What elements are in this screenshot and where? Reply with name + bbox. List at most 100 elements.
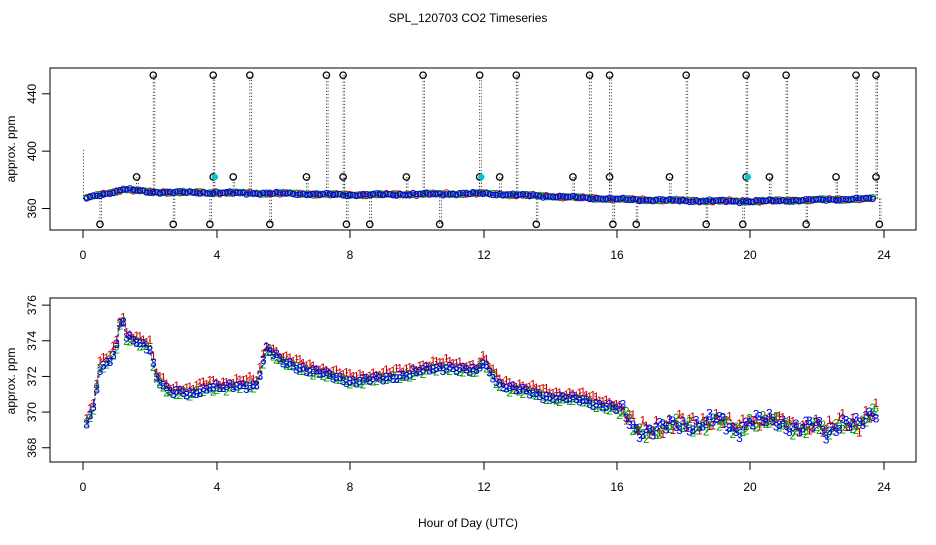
baseline-point-series-3 [223,188,230,196]
series-1-marker: 1 [580,385,587,399]
series-1-marker: 1 [616,398,623,412]
series-1-marker: 1 [320,361,327,375]
baseline-point-series-3 [792,196,800,204]
series-1-marker: 1 [866,411,873,425]
series-1-line [86,316,877,436]
series-2-marker: 2 [133,334,140,348]
series-3-marker: 3 [593,397,600,411]
series-1-marker: 1 [786,413,793,427]
series-2-marker: 2 [640,427,647,441]
series-3-marker: 3 [340,374,347,388]
outlier-marker-high [149,71,158,80]
series-1-marker: 1 [536,383,543,397]
baseline-point-series-3 [266,190,273,197]
series-3-marker: 3 [829,420,836,434]
baseline-point-series-3 [183,189,190,197]
series-2-marker: 2 [453,363,460,377]
series-1-marker: 1 [273,345,280,359]
series-2-marker: 2 [500,380,507,394]
series-1-marker: 1 [776,409,783,423]
series-3-marker: 3 [313,363,320,377]
series-1-marker: 1 [753,413,760,427]
series-1-marker: 1 [350,370,357,384]
series-1-marker: 1 [300,356,307,370]
series-3-marker: 3 [843,413,850,427]
baseline-point-series-3 [449,190,457,198]
series-2-marker: 2 [280,354,287,368]
series-3-marker: 3 [423,360,430,374]
top-y-axis-label: approx. ppm [4,116,18,183]
series-3-marker: 3 [693,414,700,428]
series-2-marker: 2 [320,369,327,383]
baseline-point-series-3 [319,190,327,198]
series-2-marker: 2 [530,387,537,401]
baseline-point-series-3 [852,194,860,201]
baseline-point-series-3 [246,190,253,197]
series-1-marker: 1 [386,366,393,380]
baseline-point-series-3 [260,189,267,196]
series-3-marker: 3 [736,431,743,445]
series-3-marker: 3 [433,361,440,375]
baseline-point-series-3 [856,195,863,202]
baseline-point-series-3 [716,196,723,204]
baseline-point-series-3 [646,196,653,204]
baseline-point-series-3 [822,197,830,204]
series-3-marker: 3 [660,418,667,432]
series-2-marker: 2 [673,411,680,425]
baseline-point-series-3 [819,196,826,203]
outlier-marker-high [209,71,218,80]
series-1-marker: 1 [316,363,323,377]
series-2-marker: 2 [420,367,427,381]
baseline-point-series-3 [676,198,683,205]
series-1-marker: 1 [240,374,247,388]
series-1-marker: 1 [826,413,833,427]
baseline-point-series-3 [529,192,537,199]
baseline-point-series-3 [812,196,820,203]
baseline-point-series-3 [323,189,330,197]
series-2-marker: 2 [217,381,224,395]
series-3-marker: 3 [460,361,467,375]
series-1-marker: 1 [713,406,720,420]
baseline-point-series-3 [486,191,493,198]
series-2-marker: 2 [207,380,214,394]
baseline-point-series-3 [309,190,317,197]
baseline-point-series-3 [802,195,810,203]
baseline-point-series-3 [193,190,200,197]
series-1-marker: 1 [520,379,527,393]
series-2-marker: 2 [293,359,300,373]
baseline-point-series-3 [623,196,630,203]
outlier-marker-low [96,220,104,229]
series-1-marker: 1 [380,365,387,379]
series-2-marker: 2 [373,374,380,388]
series-2-marker: 2 [450,361,457,375]
series-2-marker: 2 [366,373,373,387]
series-2-marker: 2 [130,333,137,347]
series-1-marker: 1 [813,412,820,426]
series-3-marker: 3 [563,392,570,406]
top-panel-marks [82,71,884,229]
baseline-point-series-3 [173,188,180,195]
series-2-marker: 2 [423,364,430,378]
series-2-marker: 2 [83,415,90,429]
series-3-marker: 3 [370,371,377,385]
baseline-point-series-3 [606,194,613,201]
series-1-marker: 1 [706,419,713,433]
series-3-marker: 3 [143,342,150,356]
series-1-marker: 1 [370,366,377,380]
series-1-marker: 1 [183,381,190,395]
series-1-marker: 1 [150,349,157,363]
series-2-marker: 2 [676,419,683,433]
series-3-marker: 3 [450,361,457,375]
series-2-marker: 2 [590,398,597,412]
series-2-marker: 2 [120,315,127,329]
series-1-marker: 1 [353,370,360,384]
series-1-marker: 1 [290,354,297,368]
series-2-marker: 2 [433,364,440,378]
series-2-marker: 2 [360,378,367,392]
outlier-marker-mid [402,173,411,181]
series-1-marker: 1 [729,420,736,434]
top-panel: 0 4 8 12 16 20 24 360 400 440 approx. ppm [4,67,917,262]
baseline-point-series-3 [653,196,660,203]
series-1-marker: 1 [563,388,570,402]
series-3-marker: 3 [90,400,97,414]
